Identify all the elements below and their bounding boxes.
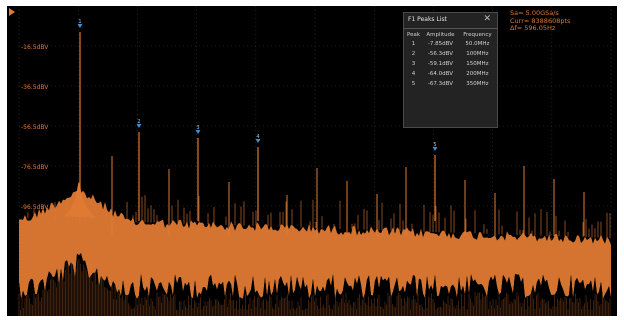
sample-rate: Sa= 5.00GSa/s: [510, 9, 559, 17]
peak-marker-icon: [195, 130, 201, 134]
column-header-peak: Peak: [406, 31, 421, 38]
peak-marker-icon: [255, 139, 261, 143]
noise-spikes: [18, 259, 611, 316]
peak-amplitude: -59.1dBV: [427, 61, 453, 67]
peak-number: 1: [411, 41, 416, 47]
peak-frequency: 50.0MHz: [465, 41, 490, 47]
peaks-list-title: F1 Peaks List: [408, 16, 447, 23]
table-row[interactable]: 5 -67.3dBV 350MHz: [405, 79, 496, 89]
peak-marker-icon: [77, 24, 83, 28]
current-points: Curr= 8388608pts: [510, 16, 571, 25]
table-row[interactable]: 2 -56.3dBV 100MHz: [405, 49, 496, 59]
peak-frequency: 150MHz: [466, 61, 489, 67]
peak-marker-icon: [432, 147, 438, 151]
column-header-amplitude: Amplitude: [426, 31, 455, 38]
peak-number: 4: [411, 71, 416, 77]
peak-number: 2: [411, 51, 416, 57]
table-row[interactable]: 4 -64.0dBV 200MHz: [405, 69, 496, 79]
peak-amplitude: -7.85dBV: [427, 41, 453, 47]
peak-number: 3: [411, 61, 416, 67]
divider: [404, 28, 497, 29]
peak-marker-icon: [136, 124, 142, 128]
peak-frequency: 100MHz: [466, 51, 489, 57]
peaks-list-panel[interactable]: F1 Peaks List ✕ Peak Amplitude Frequency…: [403, 12, 498, 128]
peak-amplitude: -64.0dBV: [427, 71, 453, 77]
trace-position-icon[interactable]: [9, 8, 15, 16]
y-axis-label: -36.5dBV: [21, 84, 49, 91]
noise-floor-band: [19, 187, 611, 299]
noise-floor-shadow: [19, 253, 611, 316]
frequency-resolution: Δf= 596.05Hz: [510, 24, 556, 32]
peak-marker-label: 5: [433, 142, 436, 148]
y-axis-label: -96.5dBV: [21, 204, 49, 211]
peak-frequency: 200MHz: [466, 71, 489, 77]
peak-marker-label: 1: [78, 19, 81, 25]
y-axis-label: -76.5dBV: [21, 164, 49, 171]
y-axis-label: -16.5dBV: [21, 44, 49, 51]
peak-frequency: 350MHz: [466, 81, 489, 87]
band-spikes: [27, 195, 611, 238]
acquisition-info: Sa= 5.00GSa/s Curr= 8388608pts Δf= 596.0…: [510, 9, 571, 33]
peak-marker-label: 3: [196, 125, 199, 131]
peak-marker-label: 2: [137, 119, 140, 125]
column-header-frequency: Frequency: [463, 31, 492, 38]
close-icon[interactable]: ✕: [483, 14, 491, 24]
peak-marker-label: 4: [256, 134, 259, 140]
table-row[interactable]: 3 -59.1dBV 150MHz: [405, 59, 496, 69]
table-row[interactable]: 1 -7.85dBV 50.0MHz: [405, 39, 496, 49]
peak-amplitude: -56.3dBV: [427, 51, 453, 57]
peaks-table: Peak Amplitude Frequency 1 -7.85dBV 50.0…: [405, 30, 496, 89]
peak-amplitude: -67.3dBV: [427, 81, 453, 87]
peak-number: 5: [411, 81, 416, 87]
spectrum-plot: 1 2 3 4 5: [18, 6, 612, 316]
y-axis-label: -56.5dBV: [21, 124, 49, 131]
spectrum-display: 1 2 3 4 5 -16.5dBV -36.5dBV -56.5dBV -76.5dB…: [7, 6, 617, 316]
